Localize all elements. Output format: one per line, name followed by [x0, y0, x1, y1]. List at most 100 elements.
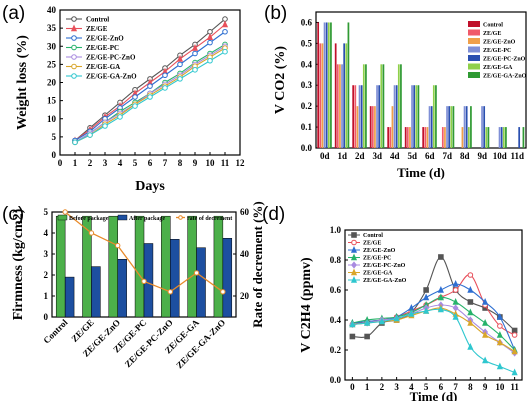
bar-b-6	[505, 127, 507, 148]
legend-label-a-2: ZE/GE-ZnO	[86, 35, 124, 43]
legend-marker-a-0	[71, 16, 77, 22]
y-tick-label-b: 0.4	[301, 59, 313, 69]
bar-b-0	[352, 85, 355, 148]
y-tick-label-b: 0.0	[301, 143, 313, 153]
data-point-d-1	[452, 287, 459, 293]
data-point-a-6	[72, 139, 78, 146]
data-point-a-2	[192, 50, 198, 57]
panel-letter-a: (a)	[2, 3, 25, 24]
x-tick-label-d: 9	[483, 382, 488, 392]
data-point-a-2	[207, 39, 213, 46]
data-point-d-3	[467, 308, 474, 316]
bar-b-0	[404, 127, 407, 148]
series-line-d-4	[352, 304, 515, 354]
x-axis-title-d: Time (d)	[410, 389, 458, 401]
bar-b-4	[343, 43, 346, 149]
data-point-a-1	[191, 44, 199, 51]
bar-b-1	[319, 43, 322, 149]
bar-b-0	[422, 127, 425, 148]
legend-swatch-b-5	[468, 63, 480, 70]
bar-b-3	[463, 106, 466, 148]
x-tick-label-a: 8	[178, 158, 183, 168]
x-tick-label-a: 2	[88, 158, 93, 168]
rate-of-decrement-point	[115, 242, 121, 249]
bar-b-4	[413, 85, 416, 148]
data-point-d-3	[496, 330, 503, 338]
data-point-d-1	[511, 332, 518, 338]
bar-b-4	[360, 85, 363, 148]
bar-b-1	[441, 127, 444, 148]
bar-b-6	[452, 106, 455, 148]
legend-label-a-5: ZE/GE-GA	[86, 63, 120, 71]
legend-swatch-b-4	[468, 55, 480, 61]
x-tick-label-b: 1d	[337, 151, 347, 161]
bar-b-5	[327, 22, 330, 148]
data-point-d-3	[437, 293, 444, 301]
y-tick-label-a: 35	[47, 23, 57, 33]
legend-marker-d-5	[350, 268, 358, 276]
data-point-d-0	[349, 333, 356, 340]
x-tick-label-d: 2	[380, 382, 385, 392]
x-tick-label-d: 0	[350, 382, 355, 392]
data-point-d-2	[496, 312, 503, 320]
legend-label-c-2: rate of decrement	[187, 216, 232, 222]
bar-b-4	[483, 106, 486, 148]
data-point-d-0	[467, 299, 474, 305]
y-tick-label-d: 0.6	[330, 285, 342, 295]
x-tick-label-d: 8	[468, 382, 473, 392]
series-line-d-2	[352, 283, 516, 351]
legend-label-d-0: Control	[363, 233, 383, 239]
data-point-d-0	[511, 327, 518, 334]
data-point-d-6	[467, 342, 474, 350]
bar-b-3	[341, 64, 343, 148]
bar-b-2	[321, 43, 324, 149]
x-tick-label-d: 7	[453, 382, 458, 392]
x-tick-label-c: ZE/GE-GA-ZnO	[174, 317, 227, 370]
bar-b-5	[397, 64, 400, 148]
bar-after-package	[196, 247, 206, 318]
bar-b-2	[409, 127, 411, 148]
bar-b-0	[317, 22, 320, 148]
bar-b-5	[502, 127, 505, 148]
data-point-d-2	[423, 293, 430, 301]
legend-label-a-1: ZE/GE	[86, 25, 108, 33]
bar-b-6	[470, 106, 472, 148]
y-tick-label-b: 0.6	[301, 17, 313, 27]
bar-b-0	[369, 106, 372, 148]
bar-b-5	[345, 43, 348, 149]
data-point-a-2	[162, 72, 168, 79]
y-tick-label-a: 30	[47, 41, 57, 51]
bar-b-6	[435, 85, 437, 148]
bar-b-2	[444, 127, 446, 148]
legend-marker-d-4	[351, 261, 357, 269]
y-right-tick-label-c: 20	[240, 291, 250, 301]
data-point-a-1	[206, 33, 214, 40]
data-point-d-0	[423, 287, 429, 293]
data-point-d-6	[452, 312, 459, 320]
plot-frame-d	[344, 229, 523, 381]
x-tick-label-a: 11	[221, 158, 230, 168]
y-tick-label-d: 0.0	[330, 375, 342, 385]
legend-marker-d-1	[351, 239, 357, 246]
bar-b-2	[391, 106, 394, 148]
legend-swatch-c-0	[57, 214, 68, 221]
legend-marker-d-3	[350, 253, 358, 261]
data-point-d-2	[437, 285, 444, 293]
data-point-d-5	[482, 330, 489, 338]
bar-b-6	[347, 22, 350, 148]
data-point-d-6	[364, 318, 371, 326]
data-point-d-5	[511, 347, 518, 355]
x-tick-label-d: 3	[394, 382, 399, 392]
y-tick-label-c: 3	[44, 249, 49, 259]
bar-b-1	[336, 64, 339, 148]
data-point-a-2	[177, 61, 183, 68]
bar-b-2	[356, 106, 359, 148]
x-tick-label-b: 11d	[510, 151, 524, 161]
legend-swatch-b-6	[468, 72, 480, 78]
bar-b-1	[389, 127, 392, 148]
legend-label-d-6: ZE/GE-GA-ZnO	[363, 278, 407, 284]
x-tick-label-a: 9	[193, 158, 198, 168]
rate-of-decrement-point	[62, 209, 68, 215]
legend-label-a-0: Control	[86, 16, 109, 24]
